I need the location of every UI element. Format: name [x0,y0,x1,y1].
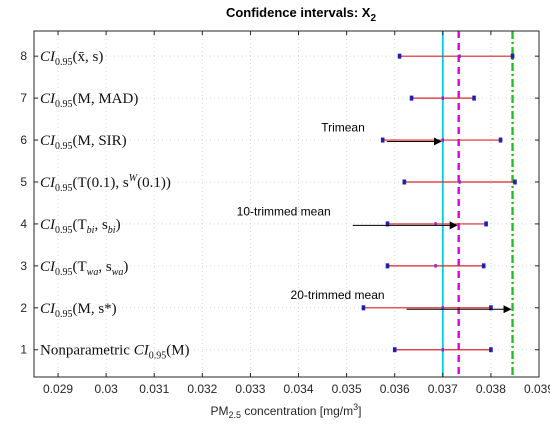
y-tick-label: 8 [20,49,27,63]
annotation-label: Trimean [321,120,365,134]
interval-upper-marker [482,263,486,268]
interval-lower-marker [393,347,397,352]
y-tick-label: 5 [20,175,27,189]
x-tick-label: 0.039 [524,382,550,396]
annotation-label: 20-trimmed mean [291,288,385,302]
x-tick-label: 0.038 [476,382,506,396]
y-tick-label: 4 [20,217,27,231]
interval-lower-marker [362,305,366,310]
interval-center-marker [434,264,436,268]
x-tick-label: 0.033 [235,382,265,396]
interval-lower-marker [410,96,414,101]
interval-lower-marker [381,138,385,143]
y-tick-label: 3 [20,259,27,273]
annotation-label: 10-trimmed mean [237,204,331,218]
x-tick-label: 0.03 [94,382,118,396]
interval-center-marker [458,180,460,184]
interval-upper-marker [472,96,476,101]
interval-lower-marker [403,179,407,184]
x-tick-label: 0.034 [284,382,314,396]
y-tick-label: 6 [20,133,27,147]
interval-upper-marker [484,221,488,226]
y-tick-label: 1 [20,343,27,357]
x-tick-label: 0.036 [380,382,410,396]
y-tick-label: 2 [20,301,27,315]
x-tick-label: 0.029 [43,382,73,396]
x-tick-label: 0.037 [428,382,458,396]
interval-upper-marker [499,138,503,143]
interval-upper-marker [511,54,515,59]
interval-upper-marker [489,347,493,352]
x-axis-label: PM2.5 concentration [mg/m3] [211,402,362,420]
interval-center-marker [442,348,444,352]
interval-center-marker [458,54,460,58]
y-tick-label: 7 [20,91,27,105]
interval-lower-marker [386,263,390,268]
chart-title: Confidence intervals: X2 [226,5,376,24]
interval-upper-marker [513,179,517,184]
x-tick-label: 0.035 [332,382,362,396]
interval-center-marker [442,96,444,100]
interval-lower-marker [398,54,402,59]
interval-center-marker [442,138,444,142]
x-tick-label: 0.031 [139,382,169,396]
x-tick-label: 0.032 [187,382,217,396]
